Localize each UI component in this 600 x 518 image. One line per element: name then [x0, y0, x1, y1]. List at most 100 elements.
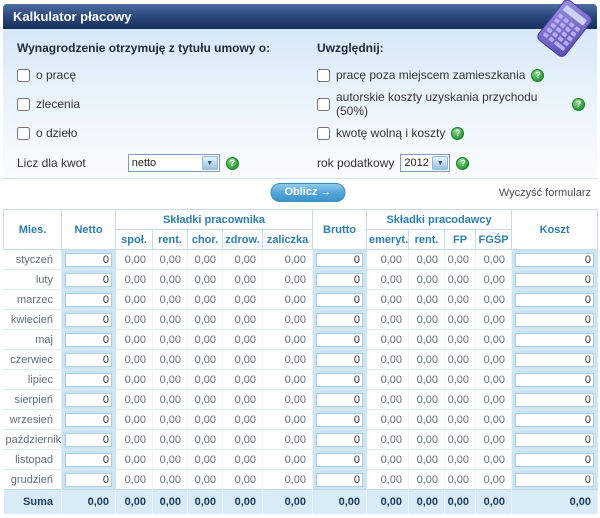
brutto-input[interactable] [316, 392, 363, 407]
koszt-input[interactable] [515, 372, 595, 387]
zlecenia-checkbox[interactable] [17, 97, 30, 111]
help-icon[interactable]: ? [456, 156, 470, 170]
employee-contribution-cell: 0,00 [187, 389, 223, 410]
netto-input[interactable] [65, 412, 112, 427]
brutto-input[interactable] [316, 412, 363, 427]
table-row: październik0,000,000,000,000,000,000,000… [3, 429, 599, 450]
clear-form-link[interactable]: Wyczyść formularz [498, 187, 591, 199]
netto-input[interactable] [65, 432, 112, 447]
checkbox-row-zlecenia[interactable]: zlecenia [17, 96, 315, 112]
employee-contribution-cell: 0,00 [187, 289, 223, 310]
amount-type-select[interactable]: netto [128, 155, 219, 171]
netto-input[interactable] [65, 292, 112, 307]
netto-input-cell [61, 369, 116, 390]
summary-value-cell: 0,00 [366, 489, 409, 514]
koszt-input[interactable] [515, 472, 595, 487]
brutto-input[interactable] [316, 292, 363, 307]
koszt-input-cell [511, 289, 599, 310]
col-header-zdrow: zdrow. [222, 229, 263, 250]
zlecenia-label: zlecenia [36, 97, 81, 111]
employee-contribution-cell: 0,00 [187, 309, 223, 330]
koszt-input[interactable] [515, 412, 595, 427]
employer-contribution-cell: 0,00 [475, 409, 513, 430]
col-group-employer-contributions: Składki pracodawcy [365, 209, 513, 230]
summary-value-cell: 0,00 [222, 489, 263, 514]
brutto-input[interactable] [316, 432, 363, 447]
table-row: czerwiec0,000,000,000,000,000,000,000,00… [3, 349, 599, 370]
help-icon[interactable]: ? [531, 68, 545, 82]
employee-contribution-cell: 0,00 [262, 389, 313, 410]
checkbox-row-o-dzielo[interactable]: o dzieło [17, 125, 315, 141]
employer-contribution-cell: 0,00 [444, 329, 476, 350]
summary-value-cell: 0,00 [61, 489, 116, 514]
employer-contribution-cell: 0,00 [366, 289, 409, 310]
o-prace-checkbox[interactable] [17, 68, 30, 82]
brutto-input[interactable] [316, 332, 363, 347]
koszt-input[interactable] [515, 272, 595, 287]
autorskie-koszty-checkbox[interactable] [317, 97, 330, 111]
brutto-input-cell [312, 389, 367, 410]
netto-input[interactable] [65, 472, 112, 487]
summary-value-cell: 0,00 [152, 489, 188, 514]
koszt-input[interactable] [515, 392, 595, 407]
checkbox-row-autorskie-koszty[interactable]: autorskie koszty uzyskania przychodu (50… [317, 90, 585, 118]
brutto-input[interactable] [316, 272, 363, 287]
koszt-input[interactable] [515, 252, 595, 267]
netto-input[interactable] [65, 332, 112, 347]
netto-input[interactable] [65, 352, 112, 367]
kwota-wolna-checkbox[interactable] [317, 126, 330, 140]
brutto-input[interactable] [316, 452, 363, 467]
koszt-input[interactable] [515, 352, 595, 367]
netto-input[interactable] [65, 252, 112, 267]
koszt-input-cell [511, 349, 599, 370]
employee-contribution-cell: 0,00 [115, 249, 153, 270]
month-label: sierpień [3, 389, 62, 410]
brutto-input[interactable] [316, 472, 363, 487]
summary-row: Suma 0,00 0,00 0,00 0,00 0,00 0,00 0,00 0,00 0,00… [3, 489, 599, 514]
o-dzielo-checkbox[interactable] [17, 126, 30, 140]
employee-contribution-cell: 0,00 [262, 349, 313, 370]
employer-contribution-cell: 0,00 [366, 329, 409, 350]
brutto-input[interactable] [316, 372, 363, 387]
employee-contribution-cell: 0,00 [152, 249, 188, 270]
employee-contribution-cell: 0,00 [222, 269, 263, 290]
employer-contribution-cell: 0,00 [366, 409, 409, 430]
help-icon[interactable]: ? [225, 156, 239, 170]
month-label: październik [3, 429, 62, 450]
employee-contribution-cell: 0,00 [262, 369, 313, 390]
help-icon[interactable]: ? [451, 126, 465, 140]
netto-input[interactable] [65, 272, 112, 287]
brutto-input[interactable] [316, 352, 363, 367]
calculate-button[interactable]: Oblicz → [270, 183, 346, 202]
koszt-input[interactable] [515, 312, 595, 327]
brutto-input[interactable] [316, 312, 363, 327]
tax-year-select[interactable]: 2012 [401, 155, 450, 171]
koszt-input[interactable] [515, 432, 595, 447]
koszt-input[interactable] [515, 332, 595, 347]
employee-contribution-cell: 0,00 [187, 269, 223, 290]
netto-input[interactable] [65, 452, 112, 467]
koszt-input[interactable] [515, 292, 595, 307]
koszt-input[interactable] [515, 452, 595, 467]
poza-miejscem-checkbox[interactable] [317, 68, 330, 82]
employer-contribution-cell: 0,00 [408, 409, 445, 430]
employee-contribution-cell: 0,00 [115, 469, 153, 490]
netto-input[interactable] [65, 312, 112, 327]
employee-contribution-cell: 0,00 [262, 249, 313, 270]
employee-contribution-cell: 0,00 [152, 449, 188, 470]
netto-input[interactable] [65, 372, 112, 387]
amount-type-select-box: netto [127, 154, 220, 172]
contract-type-heading: Wynagrodzenie otrzymuję z tytułu umowy o… [17, 41, 271, 55]
table-row: marzec0,000,000,000,000,000,000,000,000,… [3, 289, 599, 310]
employee-contribution-cell: 0,00 [152, 309, 188, 330]
netto-input[interactable] [65, 392, 112, 407]
table-body: styczeń0,000,000,000,000,000,000,000,000… [3, 249, 599, 514]
employer-contribution-cell: 0,00 [408, 429, 445, 450]
help-icon[interactable]: ? [572, 97, 585, 111]
checkbox-row-poza-miejscem[interactable]: pracę poza miejscem zamieszkania ? [317, 67, 585, 83]
checkbox-row-kwota-wolna[interactable]: kwotę wolną i koszty ? [317, 125, 585, 141]
employer-contribution-cell: 0,00 [408, 249, 445, 270]
checkbox-row-o-prace[interactable]: o pracę [17, 67, 315, 83]
employer-contribution-cell: 0,00 [366, 449, 409, 470]
brutto-input[interactable] [316, 252, 363, 267]
